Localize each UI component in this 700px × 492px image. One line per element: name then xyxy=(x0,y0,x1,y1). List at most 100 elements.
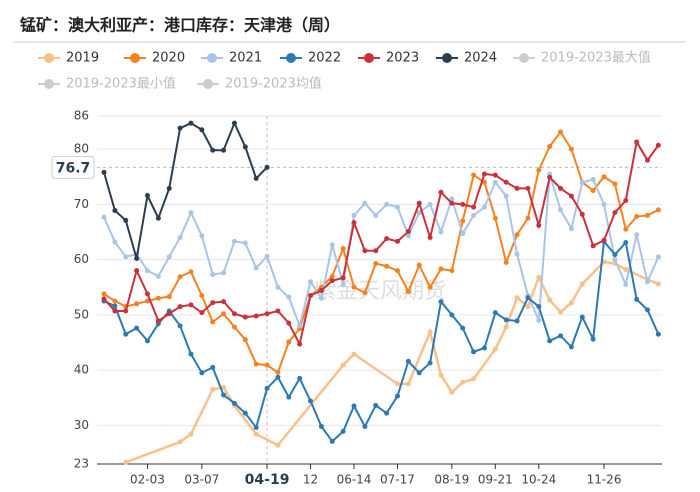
data-point xyxy=(634,296,640,302)
data-point xyxy=(536,304,542,310)
data-point xyxy=(264,311,270,317)
pointer-box xyxy=(51,155,95,179)
legend-label: 2019-2023最小值 xyxy=(66,76,176,92)
data-point xyxy=(123,217,129,223)
series-line xyxy=(103,238,660,443)
data-point xyxy=(144,291,150,297)
data-point xyxy=(536,317,542,323)
data-point xyxy=(231,238,237,244)
data-point xyxy=(253,431,259,437)
data-point xyxy=(503,179,509,185)
data-point xyxy=(351,403,357,409)
data-point xyxy=(405,289,411,295)
data-point xyxy=(329,438,335,444)
data-point xyxy=(166,254,172,260)
pointer-label: 76.7 xyxy=(56,160,91,176)
y-tick-label: 50 xyxy=(74,307,89,321)
data-point xyxy=(210,364,216,370)
data-point xyxy=(460,325,466,331)
data-point xyxy=(373,212,379,218)
data-point xyxy=(362,423,368,429)
data-point xyxy=(558,207,564,213)
data-point xyxy=(199,370,205,376)
data-point xyxy=(308,279,314,285)
data-point xyxy=(188,431,194,437)
data-point xyxy=(655,281,661,287)
data-point xyxy=(427,201,433,207)
data-point xyxy=(253,313,259,319)
data-point xyxy=(275,374,281,380)
data-point xyxy=(645,307,650,313)
data-point xyxy=(373,402,379,408)
data-point xyxy=(155,295,161,301)
y-tick-label: 40 xyxy=(74,363,89,377)
data-point xyxy=(275,308,281,314)
data-point xyxy=(503,259,509,265)
data-point xyxy=(242,314,248,320)
chart-title: 锰矿：澳大利亚产：港口库存：天津港（周） xyxy=(20,16,340,35)
data-point xyxy=(329,242,335,248)
data-point xyxy=(579,281,585,287)
series-line xyxy=(103,173,660,330)
data-point xyxy=(210,147,216,153)
y-tick-label: 60 xyxy=(74,252,89,266)
legend-swatch xyxy=(130,53,140,63)
data-point xyxy=(242,240,248,246)
data-point xyxy=(329,273,335,279)
data-point xyxy=(384,263,390,269)
data-point xyxy=(492,172,498,178)
data-point xyxy=(123,331,129,337)
data-point xyxy=(481,204,487,210)
data-point xyxy=(590,336,596,342)
data-point xyxy=(471,212,477,218)
data-point xyxy=(177,304,183,310)
data-point xyxy=(308,398,314,404)
legend-swatch xyxy=(44,53,54,63)
data-point xyxy=(144,298,150,304)
data-point xyxy=(155,318,161,324)
data-point xyxy=(394,393,400,399)
data-point xyxy=(188,351,194,357)
data-point xyxy=(612,210,618,216)
legend-label: 2019-2023均值 xyxy=(225,76,322,92)
data-point xyxy=(264,164,270,170)
legend-label: 2023 xyxy=(386,51,419,66)
y-tick-label: 30 xyxy=(74,418,89,432)
data-point xyxy=(481,171,487,177)
data-point xyxy=(177,235,183,241)
data-point xyxy=(134,268,140,274)
data-point xyxy=(351,212,357,218)
data-point xyxy=(188,269,194,275)
data-point xyxy=(438,266,444,272)
x-tick-label: 03-07 xyxy=(184,473,219,487)
data-point xyxy=(362,290,368,296)
data-point xyxy=(221,270,227,276)
data-point xyxy=(123,254,129,260)
data-point xyxy=(264,362,270,368)
data-point xyxy=(242,144,248,150)
data-point xyxy=(253,265,259,271)
data-point xyxy=(460,379,466,385)
data-point xyxy=(384,236,390,242)
data-point xyxy=(558,333,564,339)
data-point xyxy=(525,215,531,221)
data-point xyxy=(623,198,629,204)
data-point xyxy=(547,143,553,149)
legend-label: 2019-2023最大值 xyxy=(541,50,651,66)
data-point xyxy=(438,299,444,305)
data-point xyxy=(188,302,194,308)
legend-swatch xyxy=(207,53,217,63)
data-point xyxy=(253,425,259,431)
data-point xyxy=(405,228,411,234)
data-point xyxy=(123,459,129,465)
data-point xyxy=(525,304,531,310)
data-point xyxy=(471,349,477,355)
data-point xyxy=(112,308,118,314)
legend-label: 2020 xyxy=(152,51,185,66)
data-point xyxy=(568,226,574,232)
data-point xyxy=(394,268,400,274)
data-point xyxy=(286,320,292,326)
data-point xyxy=(112,298,118,304)
legend-label: 2019 xyxy=(66,51,99,66)
data-point xyxy=(394,381,400,387)
